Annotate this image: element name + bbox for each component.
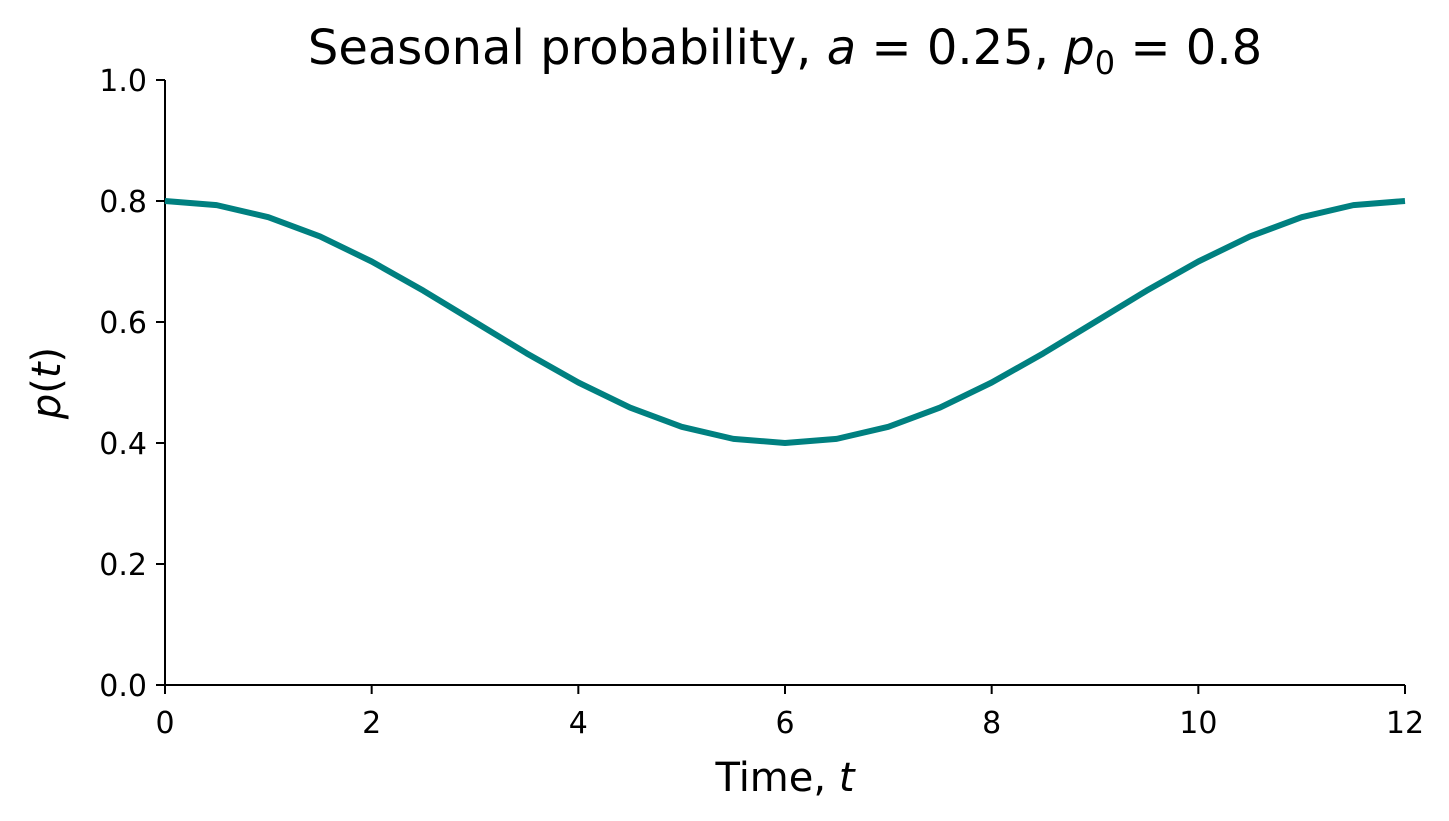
y-ticks: 0.0 0.2 0.4 0.6 0.8 1.0 <box>99 64 165 704</box>
y-axis-label-t: t <box>24 361 70 378</box>
x-tick-label: 10 <box>1179 706 1217 741</box>
x-tick-label: 12 <box>1386 706 1424 741</box>
y-axis-label-p: p <box>24 394 70 420</box>
x-axis-label-symbol: t <box>839 755 856 801</box>
x-ticks: 0 2 4 6 8 10 12 <box>155 685 1424 741</box>
title-p-symbol: p <box>1063 20 1094 76</box>
y-axis-label-close: ) <box>24 347 70 363</box>
title-a-value: = 0.25, <box>856 20 1064 76</box>
series-line <box>164 198 1406 446</box>
x-tick-label: 4 <box>569 706 588 741</box>
y-tick-label: 1.0 <box>99 64 147 99</box>
title-p-value: = 0.8 <box>1115 20 1262 76</box>
title-prefix: Seasonal probability, <box>308 20 827 76</box>
y-tick-label: 0.2 <box>99 548 147 583</box>
y-axis-label-open: ( <box>24 378 70 394</box>
x-tick-label: 6 <box>775 706 794 741</box>
x-tick-label: 8 <box>982 706 1001 741</box>
y-tick-label: 0.0 <box>99 669 147 704</box>
title-p-subscript: 0 <box>1095 44 1115 82</box>
x-axis-label: Time, t <box>714 755 855 801</box>
y-tick-label: 0.8 <box>99 185 147 220</box>
x-axis-label-text: Time, <box>714 755 838 801</box>
x-tick-label: 2 <box>362 706 381 741</box>
chart-title: Seasonal probability, a = 0.25, p0 = 0.8 <box>308 20 1262 82</box>
title-a-symbol: a <box>827 20 856 76</box>
y-tick-label: 0.6 <box>99 306 147 341</box>
x-tick-label: 0 <box>155 706 174 741</box>
y-tick-label: 0.4 <box>99 427 147 462</box>
y-axis-label: p(t) <box>24 347 70 420</box>
